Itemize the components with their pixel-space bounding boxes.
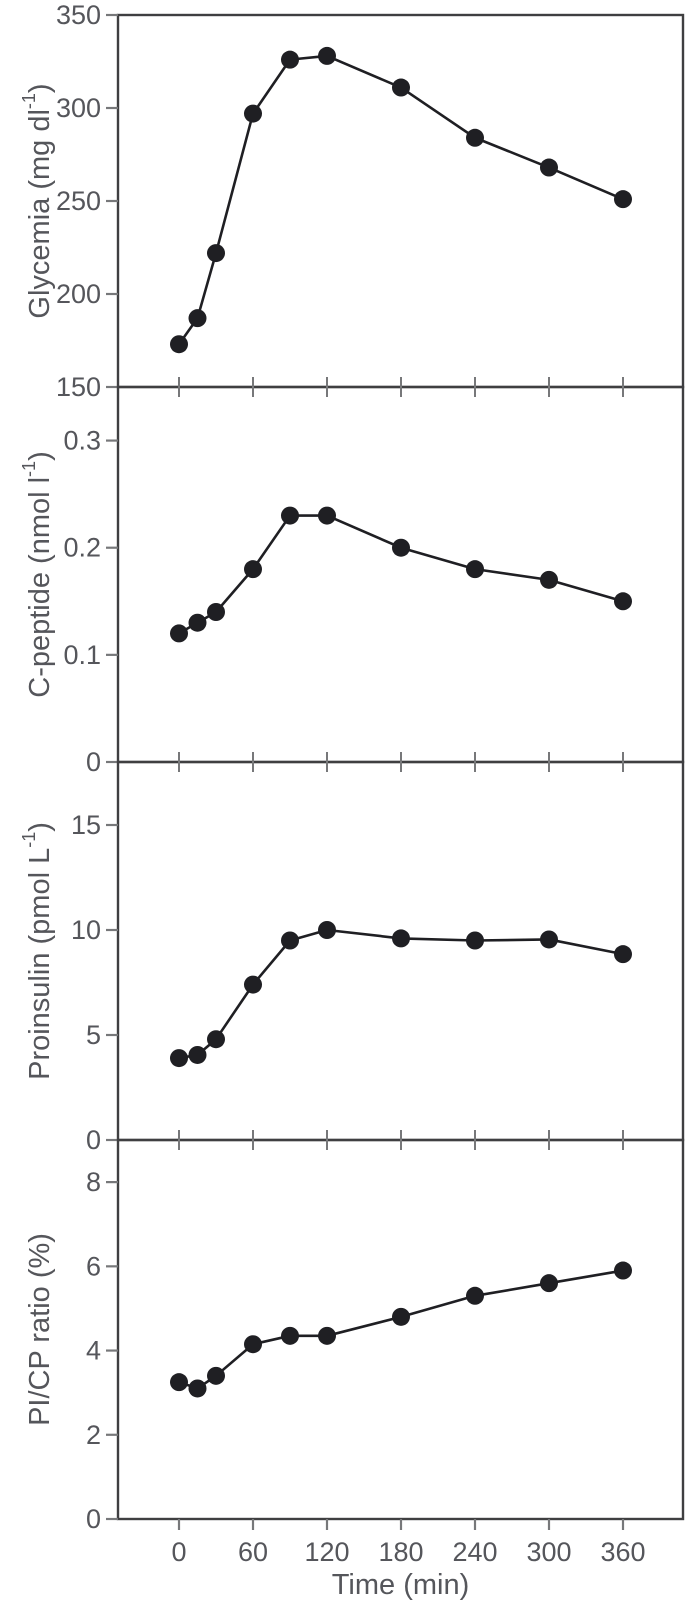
y-tick-label: 300 bbox=[56, 93, 101, 123]
c-peptide-data-point bbox=[188, 613, 207, 632]
proinsulin-data-point bbox=[540, 930, 558, 949]
pi-cp-ratio-data-point bbox=[392, 1307, 410, 1326]
proinsulin-data-point bbox=[188, 1045, 207, 1064]
proinsulin-data-point bbox=[170, 1049, 188, 1068]
y-tick-label: 0.3 bbox=[63, 426, 101, 456]
y-axis-title: C-peptide (nmol l-1) bbox=[19, 451, 56, 698]
glycemia-data-point bbox=[207, 244, 225, 263]
proinsulin-data-point bbox=[466, 931, 484, 950]
x-tick-label: 300 bbox=[526, 1537, 571, 1567]
pi-cp-ratio-data-point bbox=[281, 1326, 299, 1345]
shared-x-axis-inner-ticks bbox=[178, 377, 624, 1150]
pi-cp-ratio-data-point bbox=[614, 1261, 632, 1280]
x-axis-title: Time (min) bbox=[332, 1569, 469, 1600]
c-peptide-data-point bbox=[466, 560, 484, 579]
y-tick-label: 15 bbox=[71, 810, 101, 840]
glycemia-data-point bbox=[188, 309, 207, 328]
y-tick-label: 10 bbox=[71, 915, 101, 945]
proinsulin-line bbox=[177, 928, 625, 1060]
pi-cp-ratio-data-point bbox=[207, 1366, 225, 1385]
x-tick-label: 120 bbox=[304, 1537, 349, 1567]
y-tick-label: 8 bbox=[86, 1167, 101, 1197]
y-tick-label: 350 bbox=[56, 0, 101, 30]
y-tick-label: 0 bbox=[86, 747, 101, 777]
glycemia-data-point bbox=[540, 158, 558, 177]
proinsulin-data-point bbox=[281, 931, 299, 950]
y-tick-label: 4 bbox=[86, 1336, 101, 1366]
c-peptide-data-point bbox=[318, 506, 336, 525]
proinsulin-data-point bbox=[207, 1030, 225, 1049]
proinsulin-data-point bbox=[244, 975, 262, 994]
glycemia-data-point bbox=[244, 104, 262, 123]
y-tick-label: 5 bbox=[86, 1020, 101, 1050]
c-peptide-data-point bbox=[207, 603, 225, 621]
y-tick-label: 6 bbox=[86, 1251, 101, 1281]
proinsulin-data-point bbox=[318, 921, 336, 939]
c-peptide-data-point bbox=[281, 506, 299, 525]
glycemia-data-point bbox=[392, 78, 410, 97]
y-axis-title: PI/CP ratio (%) bbox=[24, 1233, 56, 1426]
pi-cp-ratio-data-point bbox=[540, 1274, 558, 1293]
c-peptide-data-point bbox=[392, 538, 410, 557]
glycemia-data-point bbox=[318, 46, 336, 65]
panel-frame bbox=[116, 760, 685, 1142]
y-tick-label: 0 bbox=[86, 1504, 101, 1534]
y-tick-label: 200 bbox=[56, 279, 101, 309]
pi-cp-ratio-data-point bbox=[188, 1379, 207, 1398]
pi-cp-ratio-line bbox=[177, 1269, 625, 1390]
x-tick-label: 180 bbox=[378, 1537, 423, 1567]
pi-cp-ratio-data-point bbox=[466, 1286, 484, 1305]
glycemia-data-point bbox=[281, 50, 299, 69]
proinsulin-data-point bbox=[392, 929, 410, 948]
glycemia-line bbox=[177, 54, 625, 346]
glycemia-data-point bbox=[614, 190, 632, 209]
pi-cp-ratio-data-point bbox=[170, 1373, 188, 1392]
x-axis: 0 60 120 180 240 300 360 Time (min) bbox=[171, 1519, 646, 1600]
x-tick-label: 0 bbox=[171, 1537, 186, 1567]
c-peptide-data-point bbox=[540, 570, 558, 589]
panel-frame bbox=[116, 13, 685, 389]
y-axis-title: Glycemia (mg dl-1) bbox=[19, 83, 56, 318]
x-tick-label: 240 bbox=[452, 1537, 497, 1567]
c-peptide-data-point bbox=[614, 592, 632, 611]
x-tick-label: 360 bbox=[600, 1537, 645, 1567]
panel-c-peptide: 0 0.1 0.2 0.3C-peptide (nmol l-1) bbox=[19, 385, 685, 777]
y-tick-label: 150 bbox=[56, 372, 101, 402]
y-axis-title: Proinsulin (pmol L-1) bbox=[19, 822, 56, 1080]
y-tick-label: 250 bbox=[56, 186, 101, 216]
y-tick-label: 2 bbox=[86, 1420, 101, 1450]
y-tick-label: 0.1 bbox=[63, 640, 101, 670]
y-tick-label: 0 bbox=[86, 1125, 101, 1155]
y-tick-label: 0.2 bbox=[63, 533, 101, 563]
proinsulin-data-point bbox=[614, 945, 632, 964]
panel-frame bbox=[116, 1138, 685, 1521]
c-peptide-line bbox=[177, 514, 625, 635]
panel-pi-cp-ratio: 0 2 4 6 8 PI/CP ratio (%) bbox=[24, 1138, 685, 1534]
c-peptide-data-point bbox=[170, 624, 188, 643]
panel-frame bbox=[116, 385, 685, 764]
panel-glycemia: 150 200 250 300 350 Glycemia (mg dl-1) bbox=[19, 0, 685, 402]
c-peptide-data-point bbox=[244, 560, 262, 579]
glycemia-data-point bbox=[466, 128, 484, 147]
panel-proinsulin: 0 5 10 15 Proinsulin (pmol L-1) bbox=[19, 760, 685, 1155]
glycemia-data-point bbox=[170, 335, 188, 354]
x-tick-label: 60 bbox=[238, 1537, 268, 1567]
pi-cp-ratio-data-point bbox=[318, 1326, 336, 1345]
pi-cp-ratio-data-point bbox=[244, 1335, 262, 1354]
